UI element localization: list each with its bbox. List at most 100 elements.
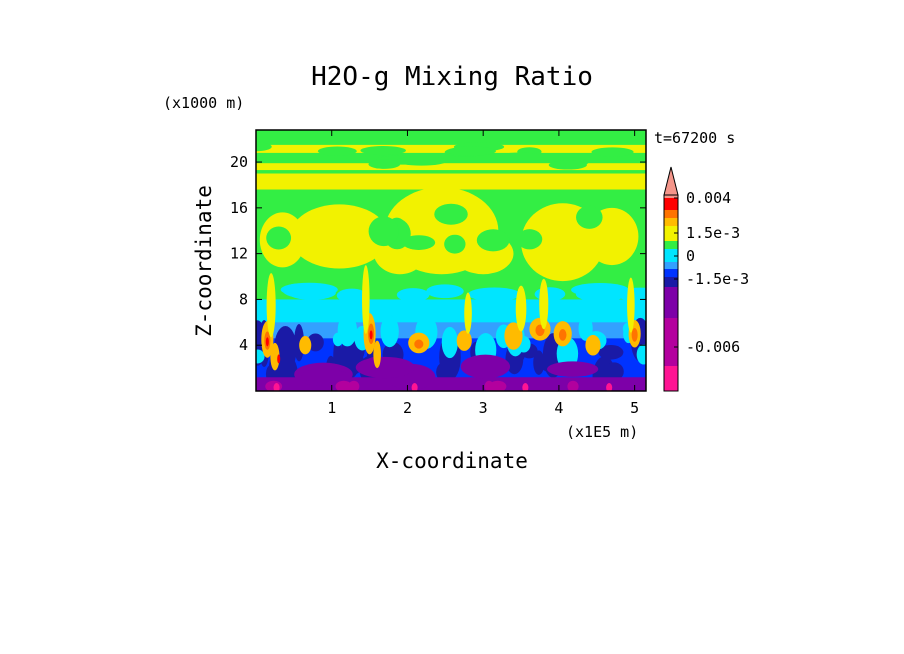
red-core	[277, 354, 281, 364]
y-axis-label: Z-coordinate	[192, 185, 216, 337]
pink-patch	[273, 382, 280, 391]
plot-area	[256, 130, 646, 391]
cyan-plume	[256, 349, 265, 364]
pink-patch	[606, 382, 613, 391]
green-patch	[368, 159, 401, 169]
cyan-patch	[578, 288, 624, 303]
darkorange-core	[414, 339, 424, 349]
orange-core	[504, 322, 523, 350]
x-unit-label: (x1E5 m)	[566, 423, 638, 441]
orange-core	[373, 340, 381, 369]
green-patch	[395, 156, 448, 166]
magenta-patch	[335, 380, 352, 391]
green-patch	[360, 145, 406, 156]
colorbar-segment	[664, 318, 678, 366]
purple-patch	[460, 354, 511, 379]
yellow-plume	[627, 277, 635, 333]
colorbar-extend-arrow	[663, 166, 679, 196]
green-patch	[446, 146, 496, 156]
green-patch	[516, 229, 543, 250]
darkorange-core	[558, 329, 567, 341]
y-tick-label: 4	[239, 336, 248, 354]
x-tick-label: 4	[554, 399, 563, 417]
y-axis-ticks: 4 8 12 16 20	[230, 153, 646, 354]
green-patch	[444, 234, 466, 254]
cyan-plume	[380, 315, 399, 348]
cyan-patch	[396, 288, 430, 302]
plot-frame	[255, 129, 647, 392]
yellow-plume	[539, 278, 549, 330]
yellow-plume	[515, 285, 527, 332]
y-tick-label: 12	[230, 245, 248, 263]
darkorange-core	[631, 328, 638, 342]
y-tick-label: 20	[230, 153, 248, 171]
magenta-patch	[489, 380, 507, 391]
x-axis-label: X-coordinate	[376, 449, 528, 473]
yellow-plume	[266, 273, 276, 338]
cyan-plume	[636, 344, 646, 365]
colorbar-frame	[663, 194, 679, 392]
orange-core	[299, 336, 312, 355]
orange-core	[585, 334, 601, 356]
navy-plume	[598, 344, 624, 360]
mixing-ratio-field	[256, 142, 646, 391]
time-label: t=67200 s	[654, 129, 735, 147]
red-core	[369, 330, 373, 340]
green-patch	[576, 205, 603, 229]
magenta-patch	[348, 380, 360, 391]
x-tick-label: 3	[479, 399, 488, 417]
x-tick-label: 1	[327, 399, 336, 417]
colorbar-segment	[664, 226, 678, 241]
navy-plume	[604, 362, 624, 381]
y-unit-label: (x1000 m)	[163, 94, 244, 112]
purple-patch	[547, 361, 599, 377]
magenta-patch	[567, 380, 579, 391]
x-tick-label: 5	[630, 399, 639, 417]
colorbar-segment	[664, 218, 678, 226]
cyan-plume	[337, 313, 358, 347]
colorbar-segment	[664, 210, 678, 218]
x-tick-label: 2	[403, 399, 412, 417]
purple-patch	[355, 356, 415, 379]
colorbar-segment	[664, 287, 678, 318]
colorbar-segment	[664, 195, 678, 198]
orange-core	[270, 342, 280, 371]
navy-plume	[307, 333, 324, 352]
green-patch	[317, 146, 357, 156]
yellow-plume	[362, 265, 370, 334]
chart-title: H2O-g Mixing Ratio	[311, 62, 593, 92]
y-tick-label: 8	[239, 290, 248, 308]
green-patch	[548, 160, 587, 170]
green-patch	[256, 142, 272, 152]
cyan-patch	[336, 288, 368, 303]
purple-patch	[301, 368, 348, 383]
cyan-patch	[534, 287, 566, 301]
green-patch	[591, 147, 634, 157]
green-patch	[434, 203, 468, 225]
colorbar-segment	[664, 241, 678, 249]
cyan-plume	[441, 326, 458, 359]
orange-core	[456, 330, 472, 351]
colorbar-segment	[664, 249, 678, 262]
yellow-plume	[464, 292, 472, 334]
yellow-band	[256, 163, 646, 171]
green-patch	[368, 216, 399, 247]
yellow-band	[256, 173, 646, 190]
navy-plume	[533, 350, 545, 375]
yellow-region	[290, 204, 389, 269]
green-patch	[266, 226, 292, 250]
red-core	[265, 337, 269, 347]
pink-patch	[411, 382, 418, 391]
y-tick-label: 16	[230, 199, 248, 217]
colorbar-segment	[664, 277, 678, 287]
cyan-patch	[426, 284, 464, 299]
colorbar-segment	[664, 262, 678, 269]
pink-patch	[522, 382, 529, 391]
colorbar-tick-label: -0.006	[686, 338, 740, 356]
green-patch	[476, 229, 510, 252]
colorbar-tick-label: 0	[686, 247, 695, 265]
green-patch	[494, 152, 546, 162]
colorbar-tick-label: 0.004	[686, 189, 731, 207]
cyan-patch	[467, 287, 521, 302]
